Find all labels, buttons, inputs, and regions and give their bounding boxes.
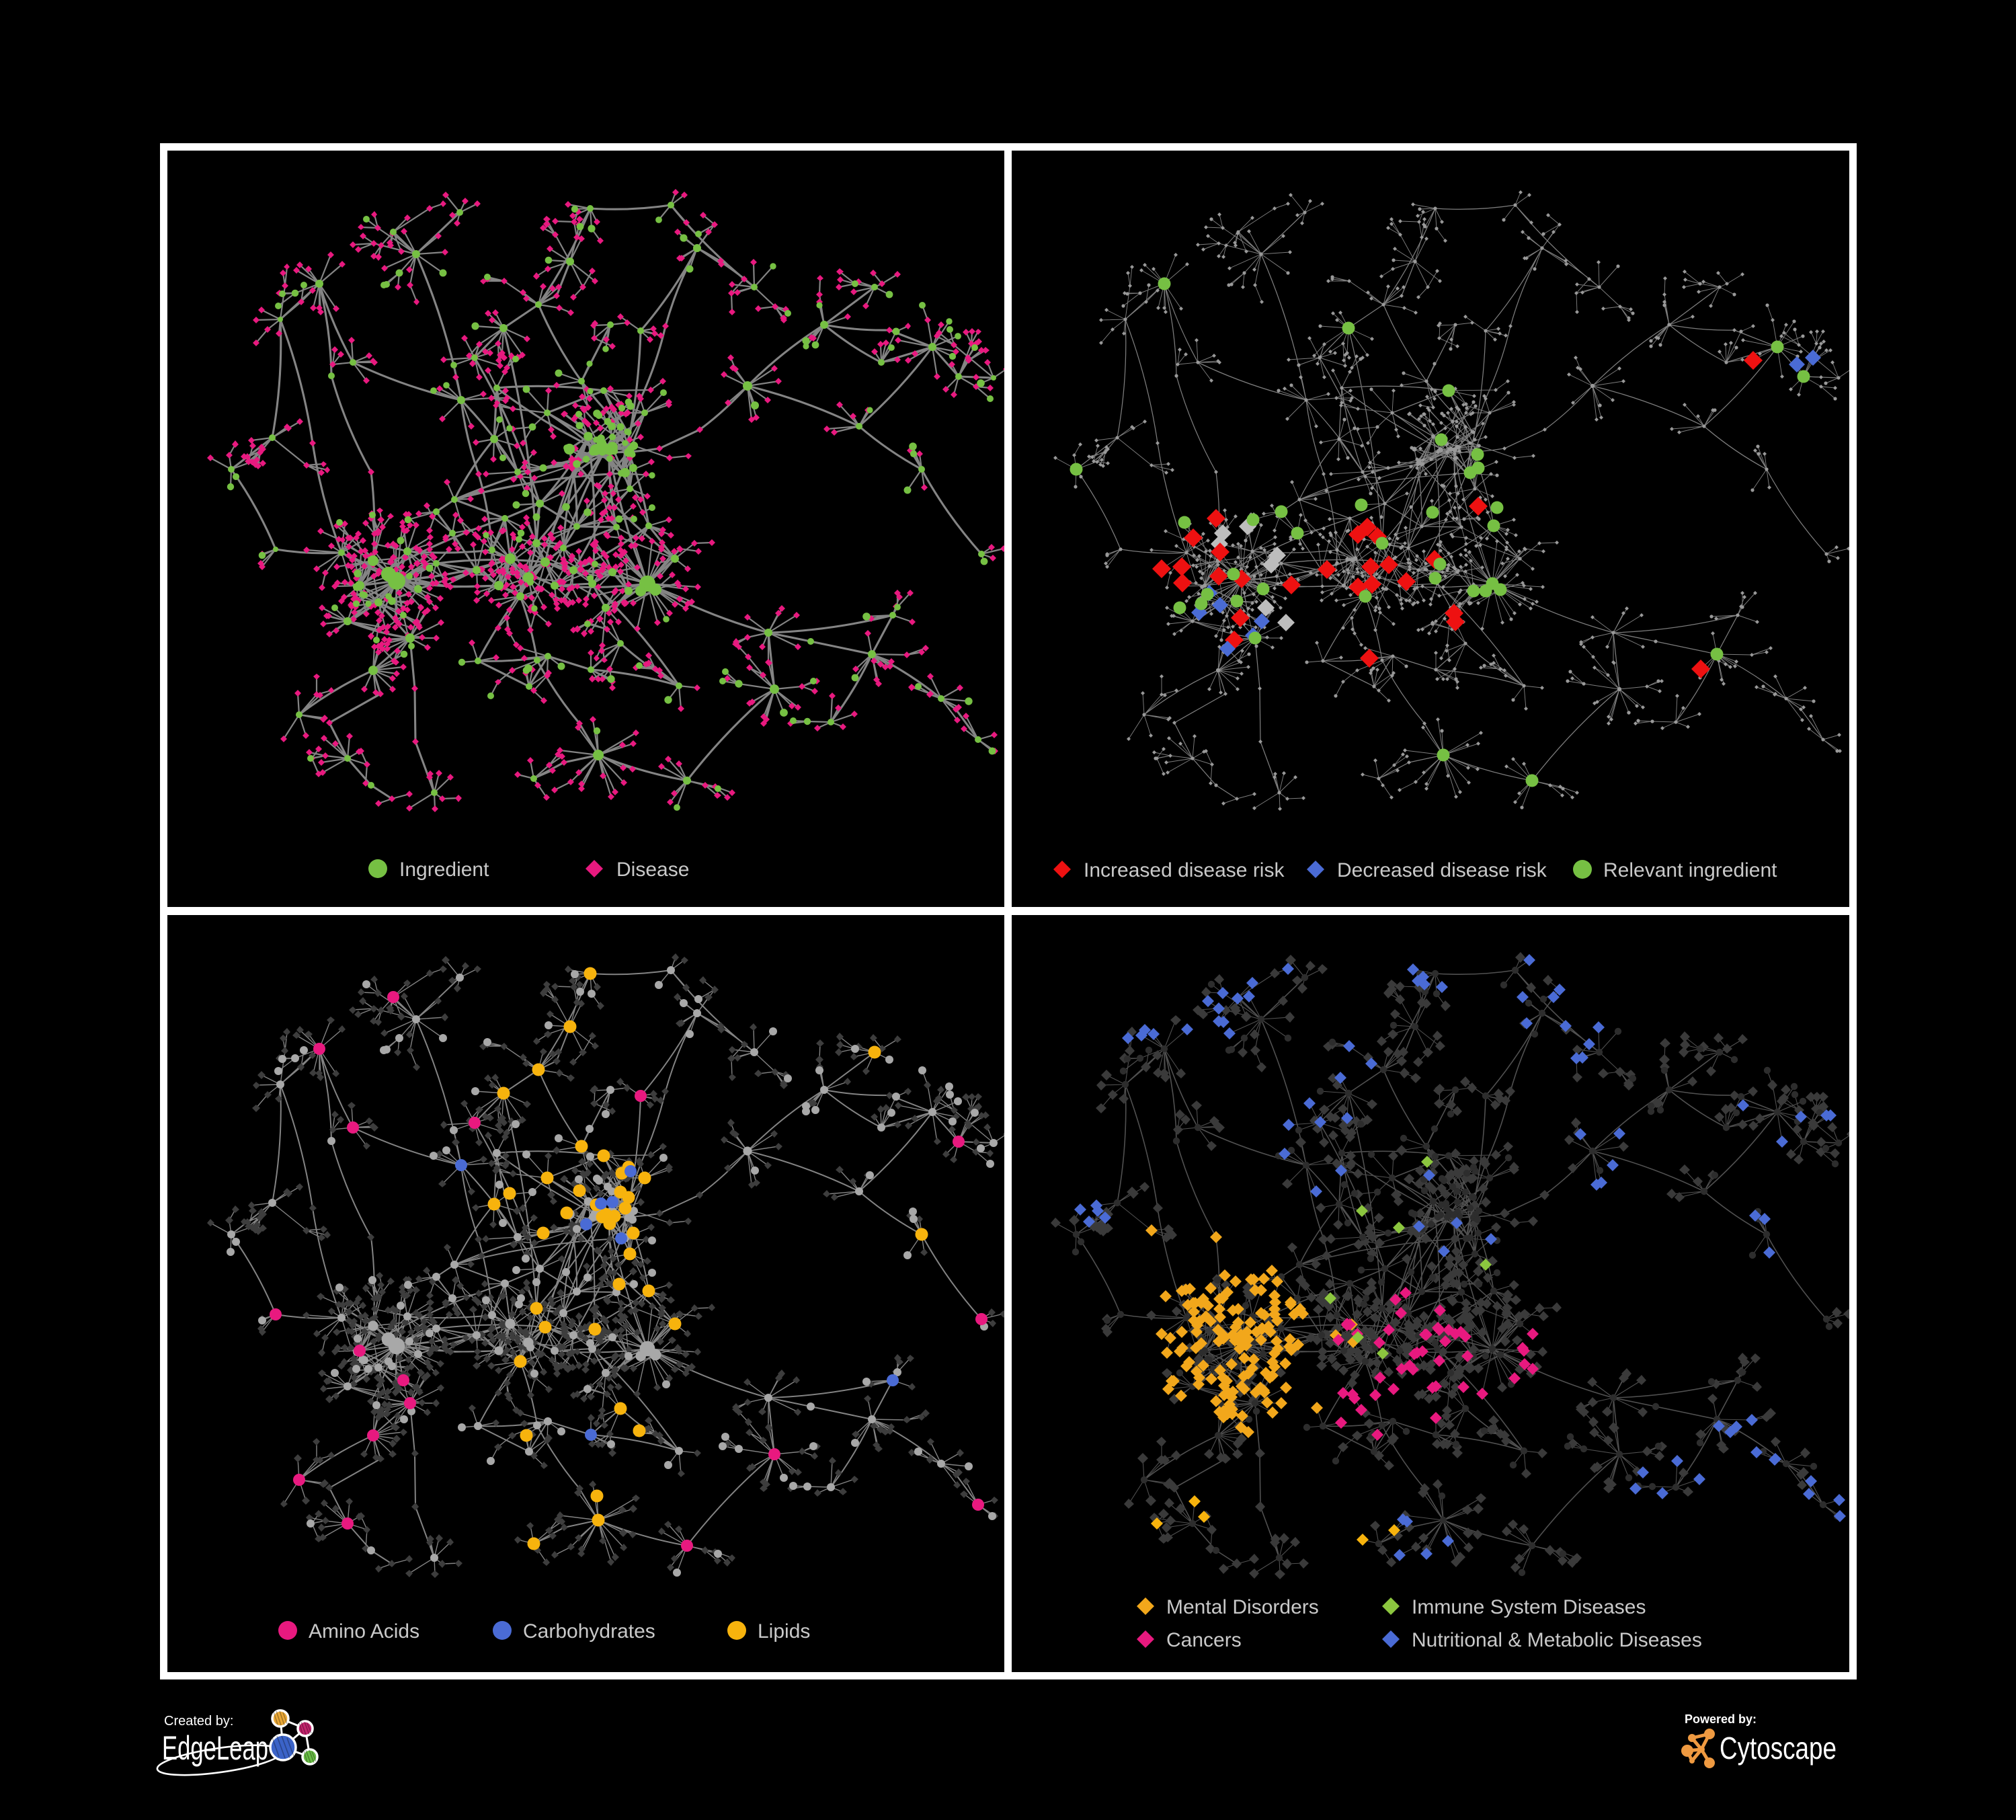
- svg-text:Powered by:: Powered by:: [1685, 1712, 1757, 1726]
- svg-text:Amino Acids: Amino Acids: [309, 1620, 419, 1643]
- svg-text:Lipids: Lipids: [758, 1620, 810, 1643]
- svg-text:Immune System Diseases: Immune System Diseases: [1412, 1596, 1646, 1618]
- svg-text:Mental Disorders: Mental Disorders: [1166, 1596, 1319, 1618]
- svg-text:Cancers: Cancers: [1166, 1629, 1242, 1651]
- svg-text:Carbohydrates: Carbohydrates: [523, 1620, 655, 1643]
- svg-text:Decreased disease risk: Decreased disease risk: [1337, 859, 1547, 881]
- svg-text:Ingredient: Ingredient: [399, 859, 489, 881]
- svg-text:Nutritional & Metabolic Diseas: Nutritional & Metabolic Diseases: [1412, 1629, 1702, 1651]
- svg-text:Increased disease risk: Increased disease risk: [1084, 859, 1285, 881]
- svg-text:EdgeLeap: EdgeLeap: [162, 1729, 268, 1767]
- svg-text:Created by:: Created by:: [164, 1714, 233, 1729]
- svg-text:Disease: Disease: [616, 859, 689, 881]
- svg-text:Relevant ingredient: Relevant ingredient: [1603, 859, 1777, 881]
- svg-text:Cytoscape: Cytoscape: [1720, 1731, 1837, 1766]
